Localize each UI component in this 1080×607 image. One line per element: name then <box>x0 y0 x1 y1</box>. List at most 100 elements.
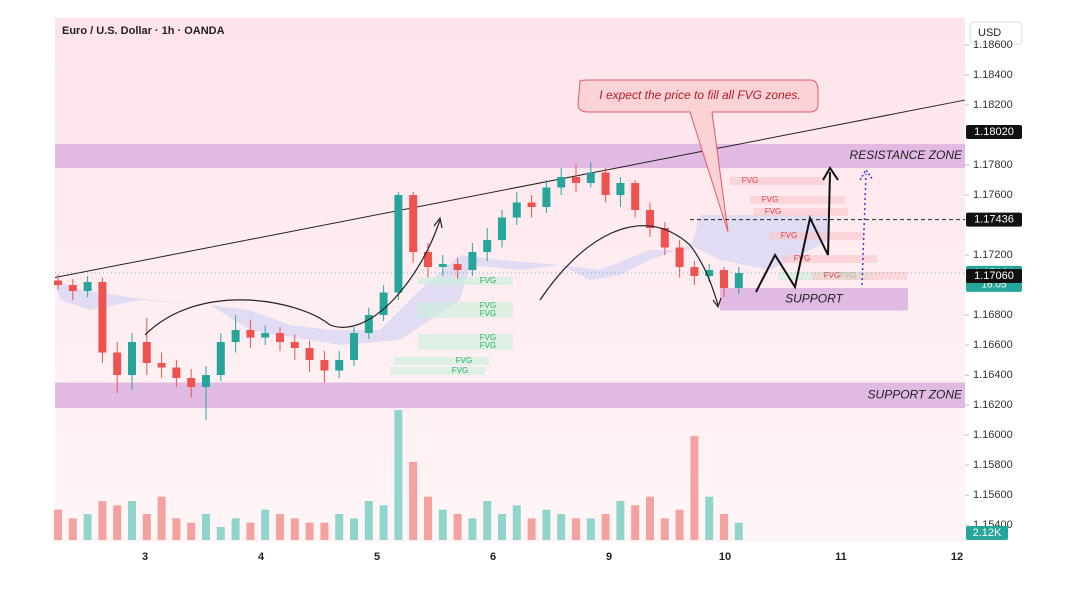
target-path <box>861 173 867 286</box>
candle-body <box>646 210 654 229</box>
volume-badge <box>966 526 1008 540</box>
volume-bar <box>364 501 373 540</box>
fvg-label: FVG <box>765 207 781 216</box>
x-tick-label: 11 <box>835 551 847 563</box>
y-tick-label: 1.18600 <box>973 39 1013 51</box>
volume-bar <box>690 436 699 540</box>
candle-body <box>335 360 344 371</box>
y-tick-label: 1.17600 <box>973 189 1013 201</box>
fvg-zone <box>394 357 489 365</box>
volume-bar <box>394 410 403 540</box>
swing-arrow <box>144 219 441 336</box>
volume-bar <box>424 496 432 540</box>
volume-bar <box>54 509 62 540</box>
candle-body <box>572 177 580 184</box>
price-badge <box>966 269 1022 284</box>
volume-bar <box>202 514 210 540</box>
x-tick-label: 6 <box>490 551 496 563</box>
x-tick-label: 5 <box>374 551 380 563</box>
arrow-head <box>822 166 839 181</box>
volume-bar <box>542 509 551 540</box>
zone-label: RESISTANCE ZONE <box>850 148 963 162</box>
swing-arrow <box>539 225 719 306</box>
candle-body <box>68 285 77 292</box>
candle-body <box>320 360 329 371</box>
volume-bar <box>320 522 329 540</box>
volume-bar <box>335 514 344 540</box>
currency-box[interactable] <box>969 21 1023 45</box>
candle-body <box>187 378 196 388</box>
y-tick-label: 1.16600 <box>973 339 1013 351</box>
fvg-zone <box>418 342 513 350</box>
fvg-zone <box>390 367 485 375</box>
y-tick-label: 1.18400 <box>973 69 1013 81</box>
candle-body <box>261 333 270 338</box>
price-badge-label: 1.17436 <box>974 214 1014 226</box>
candle-body <box>675 247 684 268</box>
y-tick-label: 1.15800 <box>973 459 1013 471</box>
fvg-label: FVG <box>762 195 778 204</box>
volume-bar <box>231 518 240 540</box>
volume-bar <box>646 496 654 540</box>
volume-bar <box>142 514 151 540</box>
candle-body <box>276 333 284 343</box>
volume-bar <box>113 505 122 540</box>
volume-bar <box>83 514 92 540</box>
volume-bar <box>438 509 447 540</box>
candle-body <box>660 228 669 248</box>
candle-body <box>438 264 447 268</box>
y-tick-label: 1.17200 <box>973 249 1013 261</box>
countdown: 16:05 <box>981 280 1006 291</box>
y-tick-label: 1.16400 <box>973 369 1013 381</box>
fvg-zone <box>753 208 848 216</box>
y-tick-label: 1.18200 <box>973 99 1013 111</box>
fvg-zone <box>812 272 907 280</box>
volume-bar <box>616 501 625 540</box>
chart-title: Euro / U.S. Dollar · 1h · OANDA <box>62 25 225 37</box>
arrow-head <box>433 216 443 229</box>
candle-body <box>631 183 640 211</box>
candle-body <box>290 342 299 349</box>
fvg-label: FVG <box>452 366 468 375</box>
candle-body <box>54 280 62 286</box>
fvg-zone <box>769 232 864 240</box>
volume-bar <box>601 514 610 540</box>
volume-bar <box>172 518 181 540</box>
volume-bar <box>216 527 225 540</box>
fvg-label: FVG <box>480 301 496 310</box>
candle-body <box>542 187 551 208</box>
volume-bar <box>350 518 358 540</box>
candle-body <box>231 330 240 343</box>
fvg-label: FVG <box>480 333 496 342</box>
fvg-zone <box>418 302 513 310</box>
volume-bar <box>290 518 299 540</box>
candle-body <box>586 172 595 184</box>
candle-body <box>128 342 136 376</box>
price-badge <box>966 125 1022 140</box>
candle-body <box>157 363 166 368</box>
volume-bar <box>705 496 714 540</box>
candle-body <box>527 202 536 208</box>
zone-label: SUPPORT ZONE <box>868 387 963 401</box>
fvg-label: FVG <box>824 271 840 280</box>
fvg-zone <box>782 255 877 263</box>
x-tick-label: 10 <box>719 551 731 563</box>
candle-body <box>616 183 625 196</box>
candle-body <box>83 282 92 292</box>
candle-body <box>394 195 403 293</box>
volume-bar <box>527 518 536 540</box>
candle-body <box>468 252 477 271</box>
volume-bar <box>483 501 492 540</box>
fvg-zone <box>750 196 845 204</box>
candle-body <box>601 172 610 196</box>
arrow-head <box>712 297 722 309</box>
candle-body <box>113 352 122 376</box>
volume-bar <box>557 514 566 540</box>
zone <box>55 144 965 169</box>
candle-body <box>690 267 699 277</box>
candle-body <box>246 330 255 338</box>
candle-body <box>498 217 506 241</box>
y-tick-label: 1.16000 <box>973 429 1013 441</box>
